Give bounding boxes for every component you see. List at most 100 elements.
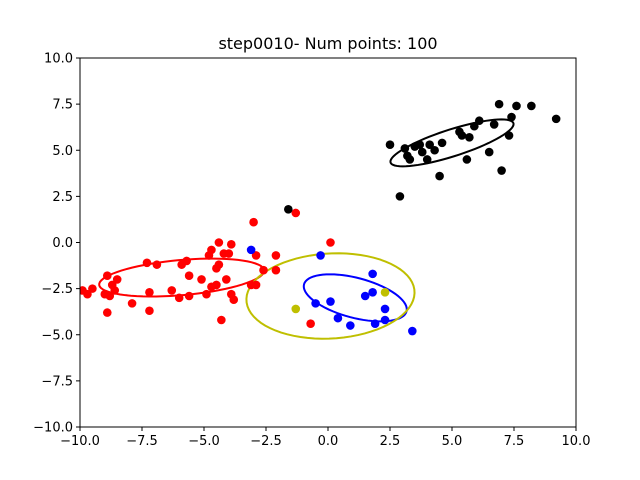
data-point-cluster-1 <box>167 286 177 295</box>
data-point-cluster-4 <box>425 140 434 150</box>
data-point-cluster-1 <box>110 286 120 295</box>
data-point-cluster-2 <box>368 288 377 297</box>
data-point-cluster-1 <box>83 289 92 299</box>
data-point-cluster-1 <box>271 251 281 260</box>
data-point-cluster-1 <box>145 306 154 316</box>
data-point-cluster-1 <box>207 245 216 255</box>
data-point-cluster-4 <box>527 101 536 111</box>
y-tick-label: 2.5 <box>52 190 73 205</box>
data-point-cluster-1 <box>174 293 184 303</box>
data-point-cluster-4 <box>422 155 432 164</box>
x-tick-label: 10.0 <box>562 434 591 449</box>
y-tick-label: −7.5 <box>41 374 73 389</box>
data-point-cluster-1 <box>249 217 258 227</box>
data-point-cluster-1 <box>224 249 234 258</box>
y-tick-label: 5.0 <box>52 144 73 159</box>
data-point-cluster-1 <box>127 299 137 308</box>
data-point-cluster-1 <box>214 238 224 247</box>
data-point-cluster-4 <box>504 131 514 140</box>
data-point-cluster-1 <box>112 275 122 284</box>
data-point-cluster-1 <box>251 251 261 260</box>
data-point-cluster-1 <box>259 265 268 275</box>
data-point-cluster-4 <box>435 171 444 181</box>
data-point-cluster-1 <box>182 256 191 266</box>
y-tick-label: −10.0 <box>33 421 73 436</box>
data-point-cluster-1 <box>214 260 224 269</box>
data-point-cluster-1 <box>105 291 115 301</box>
data-point-cluster-4 <box>430 145 439 155</box>
data-point-cluster-4 <box>494 99 504 109</box>
x-tick-label: 7.5 <box>504 434 525 449</box>
data-point-cluster-1 <box>229 295 239 304</box>
data-point-cluster-1 <box>202 289 211 299</box>
data-point-cluster-4 <box>507 112 516 122</box>
data-point-cluster-2 <box>408 326 417 336</box>
data-point-cluster-1 <box>291 208 301 218</box>
data-point-cluster-2 <box>246 245 256 255</box>
data-point-cluster-4 <box>385 140 395 150</box>
data-point-cluster-4 <box>405 155 415 164</box>
data-point-cluster-1 <box>184 291 194 301</box>
data-point-cluster-4 <box>462 155 472 164</box>
data-point-cluster-4 <box>437 138 447 148</box>
x-tick-label: 0.0 <box>318 434 339 449</box>
data-point-cluster-1 <box>217 315 226 325</box>
data-point-cluster-4 <box>400 144 410 153</box>
data-point-cluster-4 <box>551 114 561 124</box>
data-point-cluster-2 <box>311 299 320 308</box>
data-point-cluster-4 <box>489 120 499 129</box>
data-point-cluster-2 <box>370 319 380 328</box>
data-point-cluster-1 <box>226 240 236 249</box>
data-point-cluster-1 <box>212 280 221 290</box>
data-point-cluster-4 <box>457 131 467 140</box>
x-tick-label: −10.0 <box>60 434 100 449</box>
data-point-cluster-2 <box>368 269 377 279</box>
chart-title: step0010- Num points: 100 <box>218 34 437 53</box>
data-point-cluster-1 <box>306 319 315 328</box>
cluster-ellipse-3 <box>245 252 416 340</box>
data-point-cluster-4 <box>512 101 521 111</box>
x-tick-label: 2.5 <box>380 434 401 449</box>
data-point-cluster-2 <box>380 304 390 314</box>
data-point-cluster-4 <box>465 133 474 142</box>
data-point-cluster-2 <box>380 315 390 325</box>
y-tick-label: −5.0 <box>41 328 73 343</box>
data-point-cluster-1 <box>184 271 194 281</box>
data-point-cluster-1 <box>145 288 154 297</box>
data-point-cluster-2 <box>316 251 325 260</box>
data-point-cluster-2 <box>326 297 335 306</box>
data-point-cluster-2 <box>360 291 370 301</box>
data-point-cluster-1 <box>88 284 97 293</box>
data-point-cluster-4 <box>395 192 405 201</box>
data-point-cluster-3 <box>291 304 301 314</box>
data-point-cluster-1 <box>222 275 231 284</box>
data-point-cluster-1 <box>326 238 335 247</box>
data-point-cluster-4 <box>417 147 427 157</box>
x-tick-label: −7.5 <box>126 434 158 449</box>
x-tick-label: 5.0 <box>442 434 463 449</box>
data-point-cluster-4 <box>470 121 479 131</box>
data-point-cluster-2 <box>346 321 355 330</box>
data-point-cluster-2 <box>333 313 343 323</box>
data-point-cluster-1 <box>271 265 281 275</box>
data-point-cluster-3 <box>380 288 390 297</box>
data-point-cluster-4 <box>415 140 425 150</box>
x-tick-label: −5.0 <box>188 434 220 449</box>
x-tick-label: −2.5 <box>250 434 282 449</box>
data-point-cluster-4 <box>284 204 293 214</box>
y-tick-label: −2.5 <box>41 282 73 297</box>
data-point-cluster-4 <box>497 166 506 175</box>
data-point-cluster-4 <box>474 116 484 126</box>
data-point-cluster-1 <box>102 271 112 281</box>
data-point-cluster-1 <box>152 260 162 269</box>
data-point-cluster-4 <box>484 147 494 157</box>
data-point-cluster-1 <box>197 275 206 284</box>
data-point-cluster-1 <box>142 258 152 268</box>
data-point-cluster-1 <box>251 280 261 290</box>
cluster-ellipse-1 <box>98 257 266 298</box>
data-point-cluster-1 <box>102 308 112 317</box>
y-tick-label: 0.0 <box>52 236 73 251</box>
y-tick-label: 7.5 <box>52 98 73 113</box>
y-tick-label: 10.0 <box>44 52 73 67</box>
